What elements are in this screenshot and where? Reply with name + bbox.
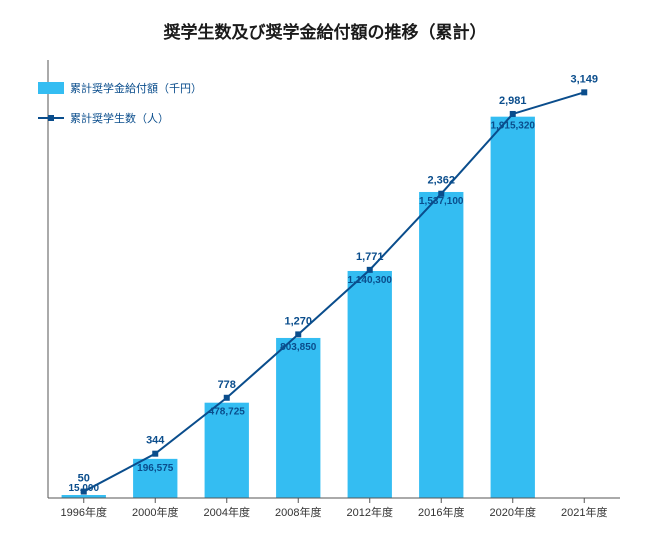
bar-label-5: 1,537,100 <box>419 196 464 207</box>
line-marker-0 <box>81 489 87 495</box>
line-marker-2 <box>224 395 230 401</box>
chart-container: 奨学生数及び奨学金給付額の推移（累計） 累計奨学金給付額（千円） 累計奨学生数（… <box>0 0 650 547</box>
x-label-4: 2012年度 <box>347 505 393 519</box>
bar-3 <box>276 338 320 498</box>
line-marker-3 <box>295 331 301 337</box>
line-label-7: 3,149 <box>570 73 598 85</box>
chart-title: 奨学生数及び奨学金給付額の推移（累計） <box>0 18 650 43</box>
x-label-7: 2021年度 <box>561 505 607 519</box>
line-label-0: 50 <box>78 473 90 485</box>
x-label-1: 2000年度 <box>132 505 178 519</box>
x-label-0: 1996年度 <box>61 505 107 519</box>
legend-item-bar: 累計奨学金給付額（千円） <box>38 80 202 96</box>
line-marker-4 <box>367 267 373 273</box>
line-label-5: 2,362 <box>427 175 455 187</box>
bar-label-1: 196,575 <box>137 463 174 474</box>
bar-6 <box>491 117 535 498</box>
bar-5 <box>419 192 463 498</box>
legend-line-swatch <box>38 112 64 124</box>
legend-line-label: 累計奨学生数（人） <box>70 110 169 126</box>
x-label-3: 2008年度 <box>275 505 321 519</box>
legend-bar-label: 累計奨学金給付額（千円） <box>70 80 202 96</box>
bar-4 <box>348 271 392 498</box>
x-label-2: 2004年度 <box>204 505 250 519</box>
line-marker-7 <box>581 89 587 95</box>
line-label-2: 778 <box>218 379 236 391</box>
chart-legend: 累計奨学金給付額（千円） 累計奨学生数（人） <box>38 80 202 140</box>
bar-label-3: 803,850 <box>280 342 317 353</box>
legend-item-line: 累計奨学生数（人） <box>38 110 202 126</box>
line-label-1: 344 <box>146 435 165 447</box>
line-label-4: 1,771 <box>356 251 384 263</box>
legend-bar-swatch <box>38 82 64 94</box>
line-label-3: 1,270 <box>284 315 312 327</box>
line-marker-6 <box>510 111 516 117</box>
line-marker-1 <box>152 451 158 457</box>
x-label-6: 2020年度 <box>490 505 536 519</box>
x-label-5: 2016年度 <box>418 505 464 519</box>
line-label-6: 2,981 <box>499 95 527 107</box>
line-marker-5 <box>438 191 444 197</box>
